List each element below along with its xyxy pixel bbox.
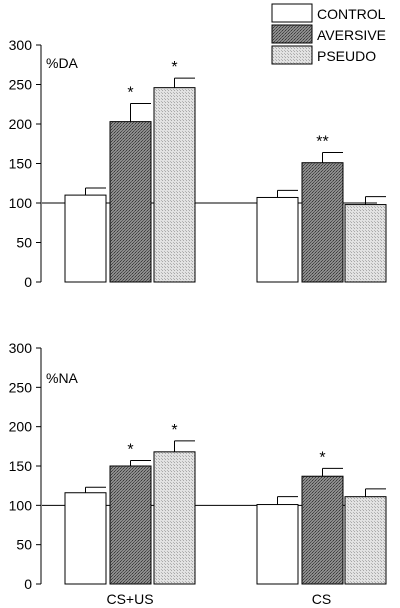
da-y-tick-label-250: 250 — [9, 77, 33, 93]
panel-na-x-labels: CS+US CS — [106, 591, 331, 607]
na-bar-aversive-cs-significance-mark: * — [319, 449, 325, 466]
panel-na-bars: * * * — [64, 422, 387, 585]
da-bar-control-cs-us — [64, 194, 107, 283]
da-bar-pseudo-cs-us — [153, 87, 196, 283]
na-bar-aversive-cs — [301, 475, 344, 585]
na-y-tick-label-150: 150 — [9, 458, 33, 474]
legend-swatch-pseudo — [271, 45, 313, 65]
da-y-tick-label-150: 150 — [9, 156, 33, 172]
da-y-tick-label-300: 300 — [9, 37, 33, 53]
da-bar-pseudo-cs — [344, 204, 387, 283]
da-bar-aversive-cs-us-significance-mark: * — [127, 84, 133, 101]
panel-na-label: %NA — [46, 370, 79, 386]
na-y-tick-label-250: 250 — [9, 379, 33, 395]
na-y-tick-label-300: 300 — [9, 340, 33, 356]
da-y-tick-label-50: 50 — [16, 235, 32, 251]
na-x-label-cs-us: CS+US — [106, 591, 153, 607]
legend-swatch-control — [271, 3, 313, 23]
panel-da-y-axis: 0 50 100 150 200 250 300 — [9, 37, 42, 290]
na-bar-aversive-cs-us — [109, 465, 152, 585]
na-y-tick-label-50: 50 — [16, 537, 32, 553]
da-y-tick-label-100: 100 — [9, 195, 33, 211]
da-y-tick-label-0: 0 — [24, 274, 32, 290]
na-bar-control-cs-us — [64, 492, 107, 585]
na-bar-pseudo-cs-us — [153, 451, 196, 585]
da-bar-control-cs — [256, 196, 299, 283]
na-y-tick-label-0: 0 — [24, 576, 32, 592]
panel-da-label: %DA — [46, 55, 79, 71]
panel-da-bars: **** — [64, 59, 387, 283]
na-y-tick-label-100: 100 — [9, 497, 33, 513]
legend-item-control: CONTROL — [271, 3, 386, 23]
na-bar-pseudo-cs-us-significance-mark: * — [171, 422, 177, 439]
da-bar-aversive-cs-significance-mark: ** — [316, 133, 328, 150]
legend-swatch-aversive — [271, 24, 313, 44]
na-x-label-cs: CS — [312, 591, 331, 607]
da-bar-pseudo-cs-us-significance-mark: * — [171, 59, 177, 76]
panel-na-y-axis: 0 50 100 150 200 250 300 — [9, 340, 42, 592]
legend-label-control: CONTROL — [317, 6, 386, 22]
legend-item-aversive: AVERSIVE — [271, 24, 386, 44]
na-bar-control-cs — [256, 504, 299, 585]
legend-item-pseudo: PSEUDO — [271, 45, 376, 65]
legend-label-pseudo: PSEUDO — [317, 48, 376, 64]
na-y-tick-label-200: 200 — [9, 419, 33, 435]
da-bar-aversive-cs-us — [109, 121, 152, 283]
da-y-tick-label-200: 200 — [9, 116, 33, 132]
legend: CONTROL AVERSIVE PSEUDO — [271, 3, 386, 65]
na-bar-pseudo-cs — [344, 496, 387, 585]
na-bar-aversive-cs-us-significance-mark: * — [127, 441, 133, 458]
legend-label-aversive: AVERSIVE — [317, 27, 386, 43]
da-bar-aversive-cs — [301, 162, 344, 283]
panel-na: %NA 0 50 100 150 200 250 300 * * * CS+US CS — [9, 340, 387, 607]
